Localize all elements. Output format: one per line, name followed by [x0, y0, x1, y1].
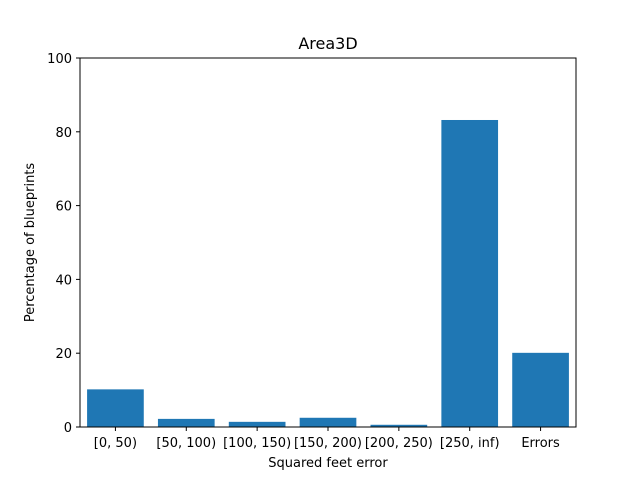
y-tick-label-0: 0 — [64, 421, 72, 436]
x-tick-label-2: [100, 150) — [223, 436, 291, 451]
x-tick-label-1: [50, 100) — [156, 436, 216, 451]
y-tick-label-2: 40 — [55, 273, 72, 288]
bar-4 — [370, 424, 428, 427]
x-tick-label-3: [150, 200) — [294, 436, 362, 451]
bar-2 — [228, 421, 286, 427]
x-tick-label-4: [200, 250) — [365, 436, 433, 451]
bar-1 — [157, 418, 215, 427]
chart-title: Area3D — [298, 34, 357, 53]
y-axis-label: Percentage of blueprints — [23, 163, 38, 323]
y-axis: 0 20 40 60 80 100 — [47, 52, 80, 436]
bar-3 — [299, 417, 357, 427]
bars-layer — [87, 119, 569, 427]
y-tick-label-3: 60 — [55, 200, 72, 215]
x-axis: [0, 50) [50, 100) [100, 150) [150, 200) [200… — [94, 427, 560, 451]
x-axis-label: Squared feet error — [268, 456, 388, 471]
x-tick-label-0: [0, 50) — [94, 436, 137, 451]
x-tick-label-5: [250, inf) — [440, 436, 500, 451]
y-tick-label-1: 20 — [55, 347, 72, 362]
plot-frame — [79, 57, 577, 428]
bar-5 — [441, 119, 499, 427]
y-tick-label-5: 100 — [47, 52, 72, 67]
x-tick-label-6: Errors — [521, 436, 560, 451]
y-tick-label-4: 80 — [55, 126, 72, 141]
bar-6 — [512, 352, 569, 427]
bar-0 — [87, 389, 144, 427]
